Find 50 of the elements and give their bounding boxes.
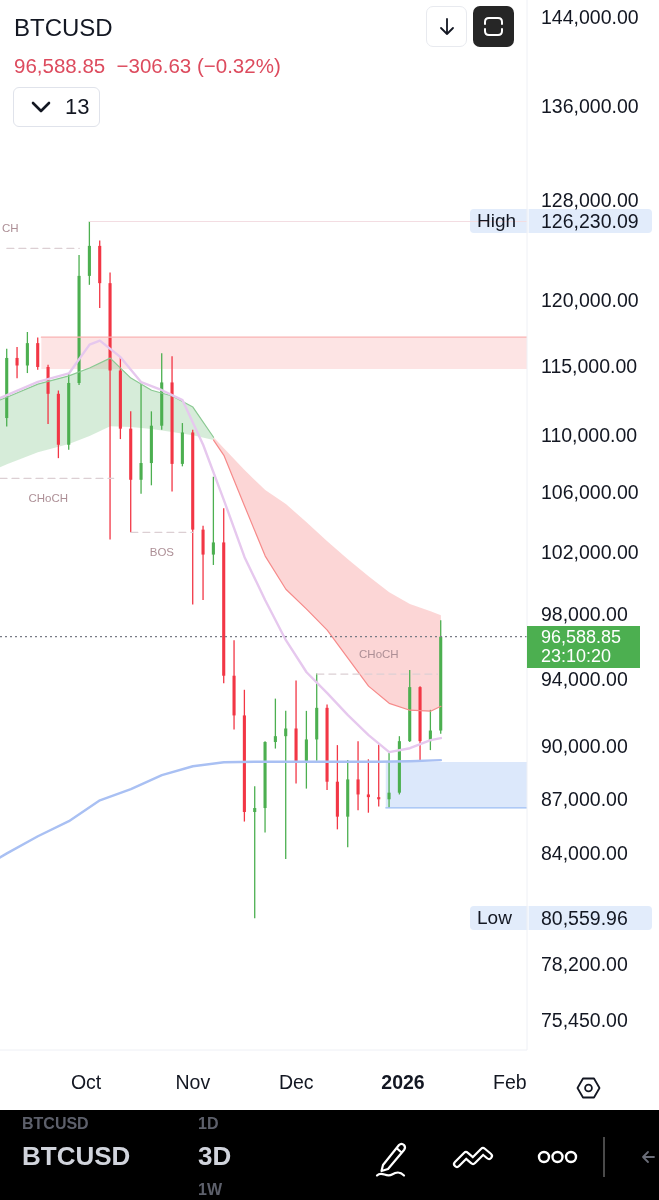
- annotation: CHoCH: [28, 491, 69, 506]
- y-tick-label: 94,000.00: [541, 667, 628, 690]
- y-tick-label: 78,200.00: [541, 953, 628, 976]
- toolbar: BTCUSD 1D BTCUSD 3D 1W: [0, 1110, 659, 1200]
- y-tick-label: 106,000.00: [541, 481, 639, 504]
- text: 96,588.85 −306.63 (−0.32%): [14, 54, 281, 78]
- y-tick-label: 115,000.00: [541, 354, 638, 377]
- y-tick-label: 84,000.00: [541, 842, 628, 865]
- annotation: 13: [65, 94, 90, 120]
- candlestick: [211, 476, 215, 566]
- y-tick-label: 126,230.09: [541, 210, 639, 233]
- candlestick: [15, 346, 19, 379]
- candlestick: [387, 752, 391, 809]
- line-series: [0, 357, 215, 438]
- x-tick-label: Nov: [175, 1070, 211, 1093]
- candlestick: [139, 383, 143, 495]
- dropdown: 13: [13, 87, 100, 127]
- line-series: [0, 758, 443, 859]
- y-tick-label: 90,000.00: [541, 735, 628, 758]
- y-tick-label: 102,000.00: [541, 541, 639, 564]
- annotation: High: [477, 209, 517, 234]
- annotation: CH: [2, 221, 19, 236]
- candlestick: [273, 697, 277, 750]
- y-tick-label: 144,000.00: [541, 6, 639, 29]
- y-tick-label: 87,000.00: [541, 787, 628, 810]
- candlestick: [253, 785, 257, 919]
- y-tick-label: 120,000.00: [541, 288, 639, 311]
- x-tick-label: Feb: [492, 1070, 527, 1093]
- annotation: Low: [477, 906, 512, 931]
- y-tick-label: 80,559.96: [541, 907, 628, 930]
- candlestick: [366, 758, 370, 814]
- candlestick: [356, 740, 360, 811]
- annotation: CHoCH: [359, 647, 399, 662]
- y-tick-label: 98,000.00: [541, 603, 628, 626]
- candlestick: [25, 331, 29, 374]
- x-tick-label: 2026: [381, 1070, 425, 1093]
- y-tick-label: 110,000.00: [541, 423, 638, 446]
- y-tick-label: 128,000.00: [541, 188, 639, 211]
- y-tick-label: 75,450.00: [541, 1008, 628, 1031]
- x-tick-label: Dec: [278, 1070, 314, 1093]
- ref-line-label: 96,588.85: [541, 625, 622, 648]
- candlestick: [36, 336, 40, 371]
- y-tick-label: 136,000.00: [541, 94, 639, 117]
- candlestick: [284, 710, 288, 860]
- x-tick-label: Oct: [70, 1070, 102, 1093]
- line-series: [0, 339, 443, 754]
- annotation: BOS: [149, 545, 175, 560]
- text: BTCUSD: [14, 13, 113, 43]
- candlestick: [304, 710, 308, 790]
- text: 23:10:20: [541, 645, 612, 666]
